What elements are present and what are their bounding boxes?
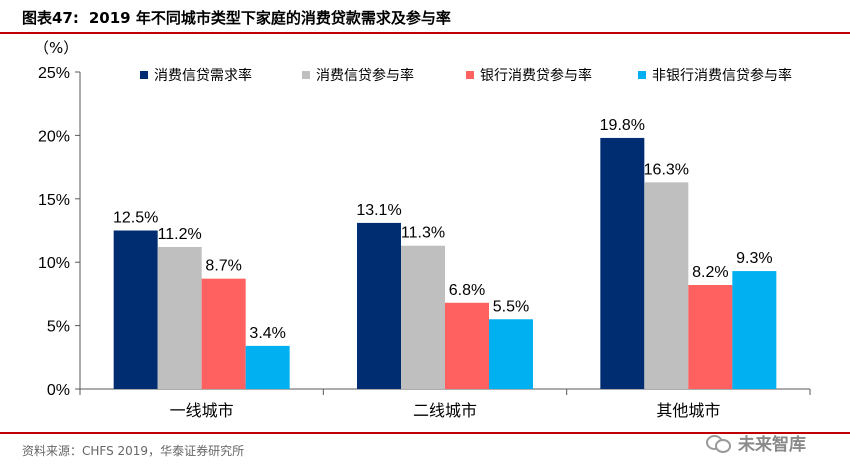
y-unit-label: （%） [34, 39, 78, 57]
y-tick-label: 0% [47, 382, 70, 399]
data-label: 11.3% [401, 225, 445, 242]
y-tick-label: 5% [47, 319, 70, 336]
data-label: 5.5% [493, 298, 529, 315]
legend-swatch [466, 71, 474, 79]
x-tick-label: 一线城市 [170, 401, 234, 420]
bar [489, 319, 533, 389]
data-label: 9.3% [736, 250, 772, 267]
legend-label: 非银行消费信贷参与率 [652, 67, 792, 84]
y-tick-label: 25% [38, 65, 70, 82]
source-divider [0, 432, 850, 434]
bar [201, 278, 246, 389]
data-label: 8.7% [205, 258, 241, 275]
watermark-text: 未来智库 [738, 434, 806, 455]
legend-label: 银行消费贷参与率 [480, 67, 592, 84]
data-label: 13.1% [356, 202, 401, 219]
y-tick-label: 15% [38, 192, 70, 209]
y-tick-label: 10% [38, 255, 70, 272]
bar [688, 285, 733, 389]
bar [600, 137, 645, 389]
legend-label: 消费信贷需求率 [154, 67, 252, 84]
data-label: 3.4% [249, 325, 285, 342]
data-label: 6.8% [449, 282, 485, 299]
bar [445, 302, 489, 389]
figure-number: 图表47: [22, 9, 79, 27]
legend-swatch [140, 71, 148, 79]
bar [357, 222, 401, 389]
legend-label: 消费信贷参与率 [316, 67, 414, 84]
watermark: 未来智库 [706, 430, 806, 455]
data-label: 16.3% [644, 161, 689, 178]
x-tick-label: 二线城市 [413, 401, 477, 420]
source-note: 资料来源：CHFS 2019，华泰证券研究所 [22, 444, 245, 458]
legend-swatch [302, 71, 310, 79]
chart-title: 图表47: 2019 年不同城市类型下家庭的消费贷款需求及参与率 [22, 7, 451, 28]
figure-title: 2019 年不同城市类型下家庭的消费贷款需求及参与率 [88, 9, 451, 27]
legend-swatch [638, 71, 646, 79]
data-label: 11.2% [158, 226, 202, 243]
bar [644, 182, 689, 389]
data-label: 8.2% [692, 264, 728, 281]
title-bar: 图表47: 2019 年不同城市类型下家庭的消费贷款需求及参与率 [0, 0, 850, 34]
y-tick-label: 20% [38, 128, 70, 145]
data-label: 12.5% [113, 210, 158, 227]
bar [113, 230, 158, 389]
bar [245, 345, 290, 389]
x-tick-label: 其他城市 [656, 401, 720, 420]
bar [732, 271, 777, 389]
bar [157, 246, 202, 389]
bar [401, 245, 445, 389]
data-label: 19.8% [600, 117, 645, 134]
chat-bubble-icon [706, 433, 732, 453]
